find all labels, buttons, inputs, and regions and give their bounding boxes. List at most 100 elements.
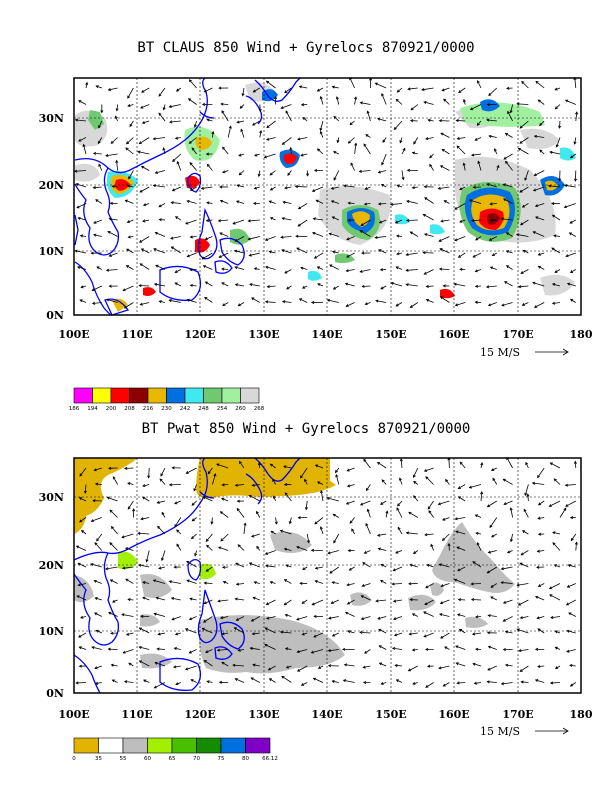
- wind-arrow: [329, 233, 339, 237]
- wind-arrow-head: [361, 584, 365, 588]
- wind-arrow-head: [111, 679, 115, 683]
- wind-arrow: [552, 214, 561, 221]
- wind-arrow: [173, 665, 181, 668]
- wind-arrow: [94, 467, 102, 471]
- wind-arrow-head: [330, 200, 335, 204]
- wind-arrow-head: [426, 664, 431, 668]
- wind-arrow-head: [206, 201, 210, 205]
- wind-arrow-head: [283, 547, 288, 551]
- wind-arrow: [172, 186, 181, 191]
- wind-arrow-head: [138, 239, 143, 243]
- wind-arrow: [205, 281, 213, 287]
- wind-arrow-head: [222, 170, 226, 174]
- wind-arrow: [235, 484, 245, 486]
- wind-arrow-head: [413, 495, 417, 499]
- wind-arrow-head: [97, 140, 101, 145]
- wind-arrow-head: [238, 460, 242, 464]
- wind-arrow: [522, 530, 529, 535]
- wind-arrow: [406, 269, 418, 271]
- wind-arrow-head: [500, 682, 505, 686]
- wind-arrow-head: [553, 478, 557, 482]
- wind-arrow-head: [300, 475, 303, 479]
- wind-arrow: [522, 302, 529, 306]
- wind-arrow-head: [124, 466, 128, 470]
- wind-arrow-head: [558, 178, 562, 182]
- wind-arrow-head: [112, 476, 116, 480]
- wind-arrow-head: [110, 140, 114, 144]
- panel2-grid: [74, 458, 581, 693]
- wind-arrow: [438, 500, 450, 505]
- wind-arrow: [284, 492, 292, 502]
- wind-arrow-head: [474, 514, 479, 518]
- wind-arrow: [535, 81, 545, 89]
- wind-arrow-head: [126, 248, 130, 252]
- wind-arrow-head: [539, 122, 543, 127]
- wind-arrow-head: [169, 120, 173, 124]
- wind-arrow: [475, 269, 482, 272]
- wind-arrow-head: [90, 563, 94, 567]
- wind-arrow-head: [333, 540, 337, 544]
- wind-arrow: [125, 199, 134, 204]
- wind-arrow: [537, 467, 545, 478]
- wind-arrow: [346, 500, 355, 505]
- wind-arrow: [459, 219, 466, 223]
- wind-arrow-head: [248, 562, 253, 566]
- wind-arrow: [412, 152, 418, 155]
- wind-arrow-head: [91, 646, 95, 650]
- wind-arrow: [507, 550, 513, 553]
- wind-arrow: [248, 236, 260, 240]
- legend-label: 70: [193, 756, 200, 762]
- wind-arrow: [348, 202, 355, 204]
- wind-arrow-head: [162, 147, 166, 151]
- wind-arrow: [236, 616, 245, 621]
- wind-arrow: [285, 648, 292, 650]
- wind-arrow: [171, 597, 181, 601]
- wind-arrow: [206, 544, 213, 551]
- wind-arrow-head: [456, 681, 460, 685]
- wind-arrow: [250, 647, 260, 650]
- wind-arrow: [345, 283, 355, 287]
- wind-arrow-head: [569, 155, 574, 159]
- wind-arrow: [367, 111, 371, 122]
- wind-arrow: [93, 219, 102, 224]
- wind-arrow-head: [549, 594, 553, 598]
- wind-arrow: [125, 147, 134, 155]
- wind-arrow: [454, 579, 466, 584]
- wind-arrow-head: [138, 141, 142, 145]
- wind-arrow: [477, 161, 482, 171]
- wind-arrow-head: [534, 679, 539, 683]
- wind-arrow-head: [98, 125, 101, 129]
- wind-arrow: [424, 233, 434, 237]
- wind-arrow-head: [405, 218, 410, 222]
- wind-arrow: [347, 630, 355, 634]
- wind-arrow: [235, 563, 245, 568]
- wind-arrow-head: [174, 632, 179, 636]
- wind-arrow: [379, 645, 387, 650]
- wind-arrow-head: [447, 542, 451, 547]
- panel2-xtick: 160E: [438, 708, 469, 721]
- legend-swatch: [147, 387, 167, 404]
- wind-arrow-head: [122, 288, 126, 292]
- wind-arrow-head: [566, 584, 570, 588]
- panel2-xtick: 120E: [184, 708, 215, 721]
- wind-arrow-head: [525, 461, 529, 466]
- wind-arrow-head: [161, 511, 165, 515]
- wind-arrow: [550, 462, 561, 469]
- wind-arrow: [522, 203, 529, 208]
- wind-arrow-head: [381, 479, 385, 483]
- wind-arrow-head: [206, 163, 210, 167]
- wind-arrow: [249, 252, 260, 256]
- wind-arrow-head: [363, 202, 368, 206]
- panel2-scale-label: 15 M/S: [480, 725, 520, 738]
- wind-arrow-head: [569, 663, 573, 668]
- wind-arrow: [517, 103, 529, 105]
- wind-arrow: [280, 104, 292, 109]
- wind-arrow-head: [489, 524, 493, 529]
- legend-label: 194: [87, 406, 98, 412]
- wind-arrow-head: [172, 158, 176, 162]
- panel1-xtick: 130E: [248, 328, 279, 341]
- wind-arrow: [395, 302, 403, 307]
- wind-arrow-head: [458, 90, 462, 94]
- wind-arrow-head: [564, 99, 569, 103]
- wind-arrow: [413, 467, 419, 478]
